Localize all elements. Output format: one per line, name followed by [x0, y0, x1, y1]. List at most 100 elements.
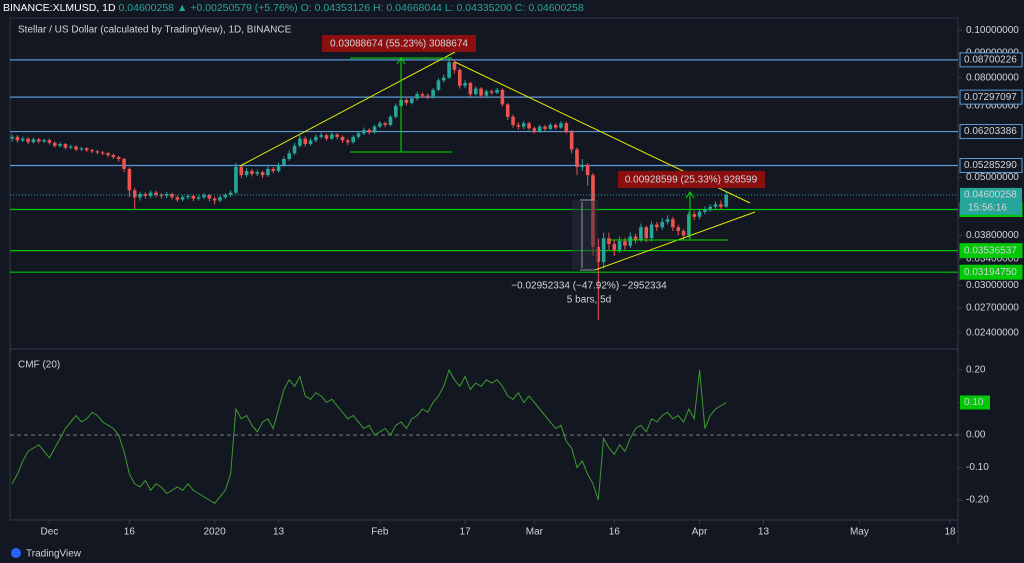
- y-tick-label: 0.07000000: [966, 101, 1019, 112]
- y-tick-label: 0.03000000: [966, 280, 1019, 291]
- x-tick-label: 2020: [204, 527, 227, 538]
- x-tick-label: 13: [273, 527, 285, 538]
- candle-body: [703, 209, 707, 212]
- candle-body: [463, 83, 467, 86]
- candle-body: [95, 151, 100, 153]
- candle-body: [644, 227, 649, 239]
- candle-body: [425, 95, 430, 98]
- candle-body: [10, 136, 14, 139]
- candle-body: [239, 166, 244, 176]
- level-label: 0.03194750: [964, 267, 1017, 278]
- level-label: 0.06203386: [964, 126, 1017, 137]
- x-tick-label: 17: [460, 527, 472, 538]
- candle-body: [20, 138, 25, 141]
- candle-body: [42, 140, 46, 142]
- candle-body: [362, 129, 366, 134]
- candle-body: [372, 126, 377, 133]
- candle-body: [52, 142, 57, 146]
- candle-body: [676, 227, 681, 232]
- candle-body: [148, 192, 153, 196]
- candle-body: [569, 131, 574, 150]
- high: H: 0.04668044: [373, 2, 442, 14]
- candle-body: [356, 133, 361, 137]
- candle-body: [132, 190, 137, 198]
- candle-body: [553, 124, 558, 128]
- level-tag: [959, 52, 1023, 68]
- candle-body: [58, 143, 62, 146]
- cmf-last-label: 0.10: [964, 397, 984, 408]
- y-tick-label: -0.10: [966, 462, 989, 473]
- candle-body: [266, 168, 270, 176]
- candle-body: [314, 136, 318, 141]
- x-tick-label: 16: [124, 527, 136, 538]
- candle-body: [36, 139, 41, 142]
- candle-body: [649, 224, 654, 239]
- candle-body: [228, 192, 233, 195]
- candle-body: [170, 194, 174, 198]
- candle-body: [681, 231, 686, 236]
- candle-body: [250, 170, 254, 174]
- level-tag: [959, 243, 1023, 259]
- candle-body: [340, 136, 345, 141]
- cmf-line: [11, 368, 727, 504]
- candle-body: [623, 241, 627, 246]
- candle-body: [655, 224, 659, 228]
- candle-body: [234, 166, 238, 193]
- candle-body: [495, 89, 499, 93]
- candle-body: [122, 158, 126, 169]
- level-label: 0.03536537: [964, 245, 1017, 256]
- candle-body: [441, 77, 446, 81]
- cmf-last-tag: [960, 395, 990, 410]
- y-tick-label: -0.20: [966, 495, 989, 506]
- candle-body: [639, 227, 643, 240]
- candle-body: [186, 195, 190, 198]
- level-label: 0.08700226: [964, 54, 1017, 65]
- x-tick-label: 13: [758, 527, 770, 538]
- candle-body: [308, 140, 313, 144]
- candle-body: [447, 62, 451, 78]
- level-label: 0.07297097: [964, 92, 1017, 103]
- brand: TradingView: [11, 548, 82, 560]
- candle-body: [692, 214, 697, 217]
- low: L: 0.04335200: [445, 2, 512, 14]
- candle-body: [282, 158, 286, 165]
- last-price: 0.04600258: [119, 2, 175, 14]
- candle-body: [303, 138, 308, 144]
- candle-body: [665, 219, 670, 222]
- candle-body: [212, 198, 217, 201]
- candle-body: [628, 236, 633, 246]
- candle-body: [351, 136, 355, 143]
- candle-body: [564, 123, 569, 132]
- level-tag: [959, 89, 1023, 105]
- candle-body: [607, 238, 611, 244]
- change: ▲ +0.00250579 (+5.76%): [177, 2, 298, 14]
- x-tick-label: 18: [944, 527, 956, 538]
- candle-body: [671, 219, 675, 228]
- x-tick-label: Feb: [371, 527, 389, 538]
- candle-body: [436, 80, 441, 90]
- candle-body: [47, 140, 52, 143]
- candle-body: [346, 140, 350, 143]
- x-tick-label: May: [850, 527, 869, 538]
- candle-body: [202, 194, 206, 198]
- candle-body: [159, 194, 164, 196]
- candle-body: [175, 197, 180, 200]
- candle-body: [431, 89, 435, 98]
- candle-body: [420, 94, 425, 96]
- candle-body: [633, 236, 638, 240]
- candle-body: [260, 172, 265, 176]
- candle-body: [106, 153, 110, 156]
- candle-body: [532, 128, 537, 132]
- y-tick-label: 0.10000000: [966, 25, 1019, 36]
- candle-body: [473, 88, 478, 95]
- candle-body: [505, 104, 510, 117]
- candle-body: [687, 214, 691, 236]
- candle-body: [585, 164, 590, 176]
- candle-body: [521, 123, 526, 127]
- candle-body: [489, 91, 494, 93]
- measure-label: 5 bars, 5d: [567, 295, 611, 306]
- candle-body: [68, 146, 73, 148]
- candle-body: [31, 139, 36, 143]
